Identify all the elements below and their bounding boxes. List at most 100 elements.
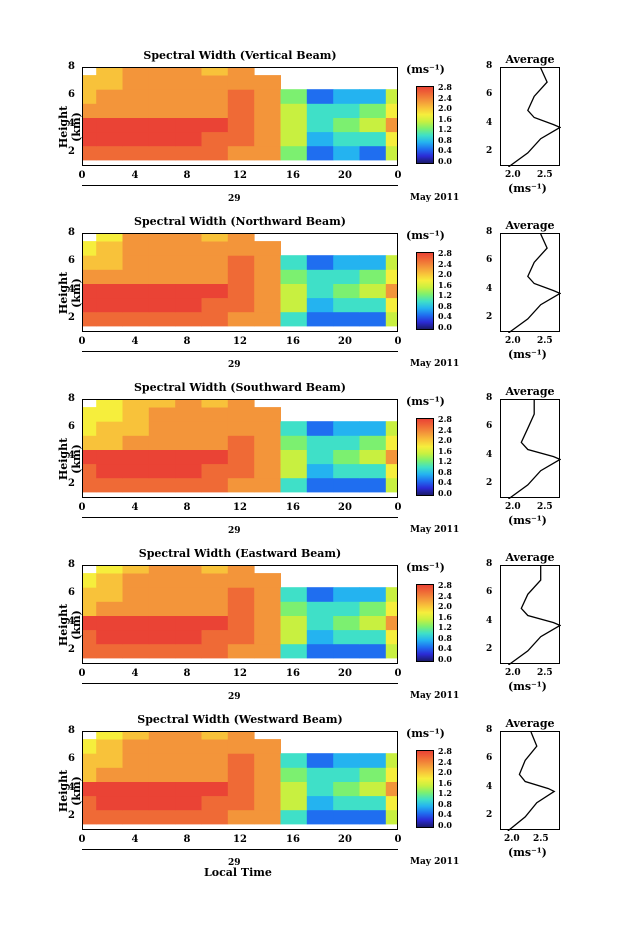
heatmap-cell: [148, 615, 176, 631]
heatmap-cell: [333, 795, 360, 811]
heatmap-cell: [201, 283, 229, 299]
heatmap-cell: [175, 435, 202, 450]
heatmap-cell: [83, 241, 97, 256]
chart-panel: Spectral Width (Westward Beam) Height (km…: [0, 713, 617, 880]
heatmap-cell: [385, 767, 397, 782]
heatmap-cell: [385, 435, 397, 450]
heatmap-cell: [385, 753, 397, 768]
heatmap-cell: [306, 809, 334, 825]
heatmap-cell: [83, 103, 97, 118]
heatmap-cell: [359, 629, 387, 645]
heatmap-cell: [280, 781, 308, 797]
heatmap-cell: [306, 601, 334, 616]
heatmap-cell: [280, 89, 308, 104]
heatmap-cell: [148, 407, 176, 422]
chart-title: Spectral Width (Northward Beam): [134, 215, 346, 228]
average-unit: (ms⁻¹): [508, 514, 547, 527]
heatmap-cell: [96, 795, 123, 811]
heatmap-cell: [122, 311, 150, 327]
colorbar-tick-label: 2.4: [438, 425, 452, 435]
heatmap-cell: [227, 643, 255, 659]
heatmap-cell: [148, 131, 176, 147]
colorbar-tick-label: 0.8: [438, 467, 452, 477]
heatmap-cell: [385, 117, 397, 133]
heatmap-cell: [280, 477, 308, 493]
heatmap-cell: [148, 283, 176, 299]
heatmap-cell: [359, 435, 387, 450]
heatmap-cell: [175, 400, 202, 408]
heatmap-cell: [227, 297, 255, 313]
heatmap-cell: [306, 283, 334, 299]
heatmap-cell: [175, 449, 202, 465]
heatmap-cell: [254, 407, 281, 422]
heatmap-cell: [280, 269, 308, 284]
day-label: 29: [228, 194, 241, 204]
heatmap-cell: [122, 421, 150, 436]
heatmap-cell: [227, 449, 255, 465]
heatmap-cell: [96, 753, 123, 768]
heatmap-cell: [280, 145, 308, 161]
average-x-tick-label: 2.5: [533, 834, 549, 844]
heatmap-cell: [254, 477, 281, 493]
colorbar-unit: (ms⁻¹): [406, 229, 445, 242]
heatmap-cell: [201, 407, 229, 422]
average-profile-plot: [500, 67, 562, 168]
average-y-tick-label: 2: [486, 478, 493, 488]
heatmap-cell: [333, 435, 360, 450]
heatmap-cell: [227, 629, 255, 645]
x-tick-label: 0: [394, 834, 402, 845]
heatmap-cell: [227, 283, 255, 299]
colorbar-tick-label: 0.8: [438, 799, 452, 809]
heatmap-cell: [385, 255, 397, 270]
y-tick-label: 6: [68, 421, 75, 432]
heatmap-cell: [280, 601, 308, 616]
heatmap-cell: [122, 781, 150, 797]
heatmap-cell: [280, 421, 308, 436]
heatmap-cell: [122, 809, 150, 825]
heatmap-cell: [96, 421, 123, 436]
colorbar-tick-label: 2.4: [438, 757, 452, 767]
x-tick-label: 12: [233, 502, 247, 513]
heatmap-cell: [122, 463, 150, 479]
average-y-tick-label: 4: [486, 782, 493, 792]
heatmap-cell: [148, 753, 176, 768]
heatmap-cell: [359, 767, 387, 782]
heatmap-cell: [175, 643, 202, 659]
colorbar-tick-label: 1.6: [438, 778, 452, 788]
heatmap-cell: [333, 629, 360, 645]
x-tick-label: 8: [183, 336, 191, 347]
colorbar-tick-label: 2.0: [438, 435, 452, 445]
heatmap-cell: [227, 103, 255, 118]
heatmap-cell: [175, 753, 202, 768]
y-tick-label: 6: [68, 255, 75, 266]
heatmap-cell: [175, 566, 202, 574]
colorbar-tick-label: 1.2: [438, 290, 452, 300]
colorbar: [416, 418, 434, 496]
heatmap-cell: [122, 795, 150, 811]
heatmap-cell: [96, 234, 123, 242]
x-tick-label: 4: [131, 834, 139, 845]
heatmap-cell: [148, 435, 176, 450]
heatmap-cell: [201, 587, 229, 602]
average-x-tick-label: 2.5: [537, 668, 553, 678]
heatmap-cell: [122, 629, 150, 645]
day-marker-line: [82, 351, 398, 352]
heatmap-cell: [333, 809, 360, 825]
heatmap-cell: [385, 587, 397, 602]
heatmap-cell: [280, 297, 308, 313]
heatmap-cell: [83, 421, 97, 436]
colorbar-tick-label: 2.4: [438, 591, 452, 601]
heatmap-cell: [175, 103, 202, 118]
heatmap-cell: [385, 269, 397, 284]
heatmap-cell: [359, 89, 387, 104]
average-profile-line: [507, 731, 556, 832]
heatmap-cell: [83, 477, 97, 493]
heatmap-cell: [359, 117, 387, 133]
heatmap-cell: [83, 767, 97, 782]
chart-title: Spectral Width (Vertical Beam): [143, 49, 337, 62]
heatmap-cell: [385, 463, 397, 479]
heatmap-cell: [201, 643, 229, 659]
heatmap-cell: [254, 131, 281, 147]
y-tick-label: 4: [68, 782, 75, 793]
heatmap-cell: [385, 809, 397, 825]
